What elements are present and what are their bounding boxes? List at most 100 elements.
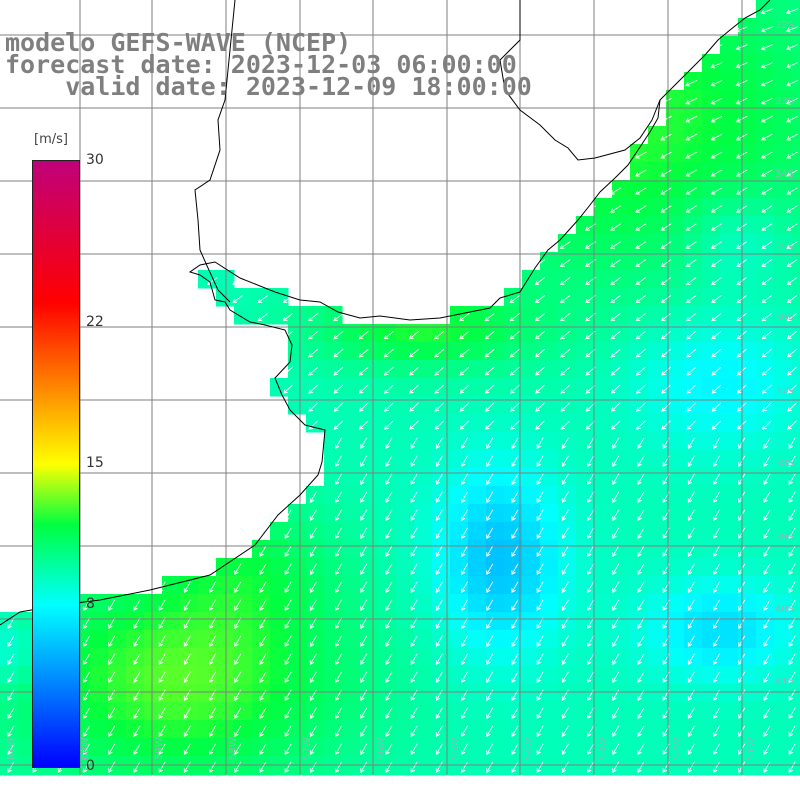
wind-speed-cell <box>342 720 361 739</box>
wind-speed-cell <box>720 450 739 469</box>
wind-speed-cell <box>792 342 800 361</box>
wind-speed-cell <box>324 414 343 433</box>
wind-arrow <box>761 312 772 322</box>
wind-arrow <box>713 581 720 593</box>
wind-speed-cell <box>558 738 577 757</box>
wind-speed-cell <box>252 288 271 307</box>
wind-speed-cell <box>720 108 739 127</box>
wind-arrow <box>612 563 620 575</box>
wind-speed-cell <box>756 396 775 415</box>
wind-speed-cell <box>468 666 487 685</box>
wind-speed-cell <box>720 72 739 91</box>
wind-arrow <box>587 653 594 665</box>
wind-speed-cell <box>576 396 595 415</box>
wind-arrow <box>335 617 342 629</box>
wind-speed-cell <box>576 270 595 289</box>
wind-arrow <box>360 491 368 503</box>
colorbar-tick-15: 15 <box>86 455 104 471</box>
wind-speed-cell <box>252 738 271 757</box>
wind-speed-cell <box>504 342 523 361</box>
wind-arrow <box>234 653 242 665</box>
wind-speed-cell <box>666 450 685 469</box>
wind-speed-cell <box>558 522 577 541</box>
wind-speed-cell <box>630 720 649 739</box>
wind-speed-cell <box>522 396 541 415</box>
wind-speed-cell <box>324 540 343 559</box>
wind-arrow <box>561 725 569 737</box>
wind-speed-cell <box>18 774 37 776</box>
wind-arrow <box>435 761 443 773</box>
wind-arrow <box>461 581 468 593</box>
wind-arrow <box>637 617 645 629</box>
wind-arrow <box>637 545 645 557</box>
wind-arrow <box>788 473 796 485</box>
wind-speed-cell <box>594 576 613 595</box>
wind-speed-cell <box>396 666 415 685</box>
wind-arrow <box>612 761 620 773</box>
wind-speed-cell <box>738 666 757 685</box>
wind-arrow <box>259 671 267 683</box>
wind-arrow <box>612 671 620 683</box>
wind-speed-cell <box>468 576 487 595</box>
wind-speed-cell <box>216 738 235 757</box>
wind-speed-cell <box>702 324 721 343</box>
wind-speed-cell <box>486 306 505 325</box>
wind-speed-cell <box>702 396 721 415</box>
wind-arrow <box>385 707 393 719</box>
wind-arrow <box>561 473 569 485</box>
wind-arrow <box>710 205 722 213</box>
wind-speed-cell <box>342 576 361 595</box>
wind-speed-cell <box>702 720 721 739</box>
wind-speed-cell <box>594 702 613 721</box>
wind-arrow <box>284 581 292 593</box>
wind-speed-cell <box>720 396 739 415</box>
wind-arrow <box>536 563 544 575</box>
wind-arrow <box>711 384 722 394</box>
wind-speed-cell <box>576 558 595 577</box>
wind-arrow <box>358 348 369 358</box>
wind-speed-cell <box>54 774 73 776</box>
wind-arrow <box>610 402 621 412</box>
wind-speed-cell <box>522 630 541 649</box>
wind-speed-cell <box>612 774 631 776</box>
wind-speed-cell <box>702 234 721 253</box>
wind-arrow <box>763 671 771 683</box>
wind-speed-cell <box>738 486 757 505</box>
wind-speed-cell <box>18 666 37 685</box>
wind-speed-cell <box>378 396 397 415</box>
wind-speed-cell <box>684 684 703 703</box>
wind-speed-cell <box>576 234 595 253</box>
wind-arrow <box>360 635 368 647</box>
colorbar-tick-30: 30 <box>86 152 104 168</box>
wind-speed-cell <box>540 774 559 776</box>
wind-speed-cell <box>414 576 433 595</box>
wind-speed-cell <box>612 396 631 415</box>
wind-speed-cell <box>666 558 685 577</box>
wind-speed-cell <box>234 684 253 703</box>
wind-arrow <box>710 223 722 231</box>
wind-speed-cell <box>504 486 523 505</box>
wind-speed-cell <box>540 378 559 397</box>
wind-arrow <box>511 455 519 467</box>
wind-speed-cell <box>774 270 793 289</box>
wind-arrow <box>535 420 545 430</box>
wind-speed-cell <box>270 594 289 613</box>
wind-speed-cell <box>288 738 307 757</box>
wind-speed-cell <box>540 594 559 613</box>
wind-speed-cell <box>486 378 505 397</box>
wind-speed-cell <box>702 360 721 379</box>
wind-speed-cell <box>648 774 667 776</box>
wind-speed-cell <box>324 684 343 703</box>
colorbar-tick-0: 0 <box>86 758 95 774</box>
wind-speed-cell <box>702 486 721 505</box>
wind-arrow <box>788 743 796 755</box>
wind-arrow <box>333 330 344 340</box>
wind-speed-cell <box>792 360 800 379</box>
wind-speed-cell <box>702 108 721 127</box>
wind-speed-cell <box>648 450 667 469</box>
wind-speed-cell <box>738 198 757 217</box>
wind-speed-cell <box>414 630 433 649</box>
wind-speed-cell <box>756 216 775 235</box>
wind-arrow <box>763 617 771 629</box>
wind-speed-cell <box>684 558 703 577</box>
